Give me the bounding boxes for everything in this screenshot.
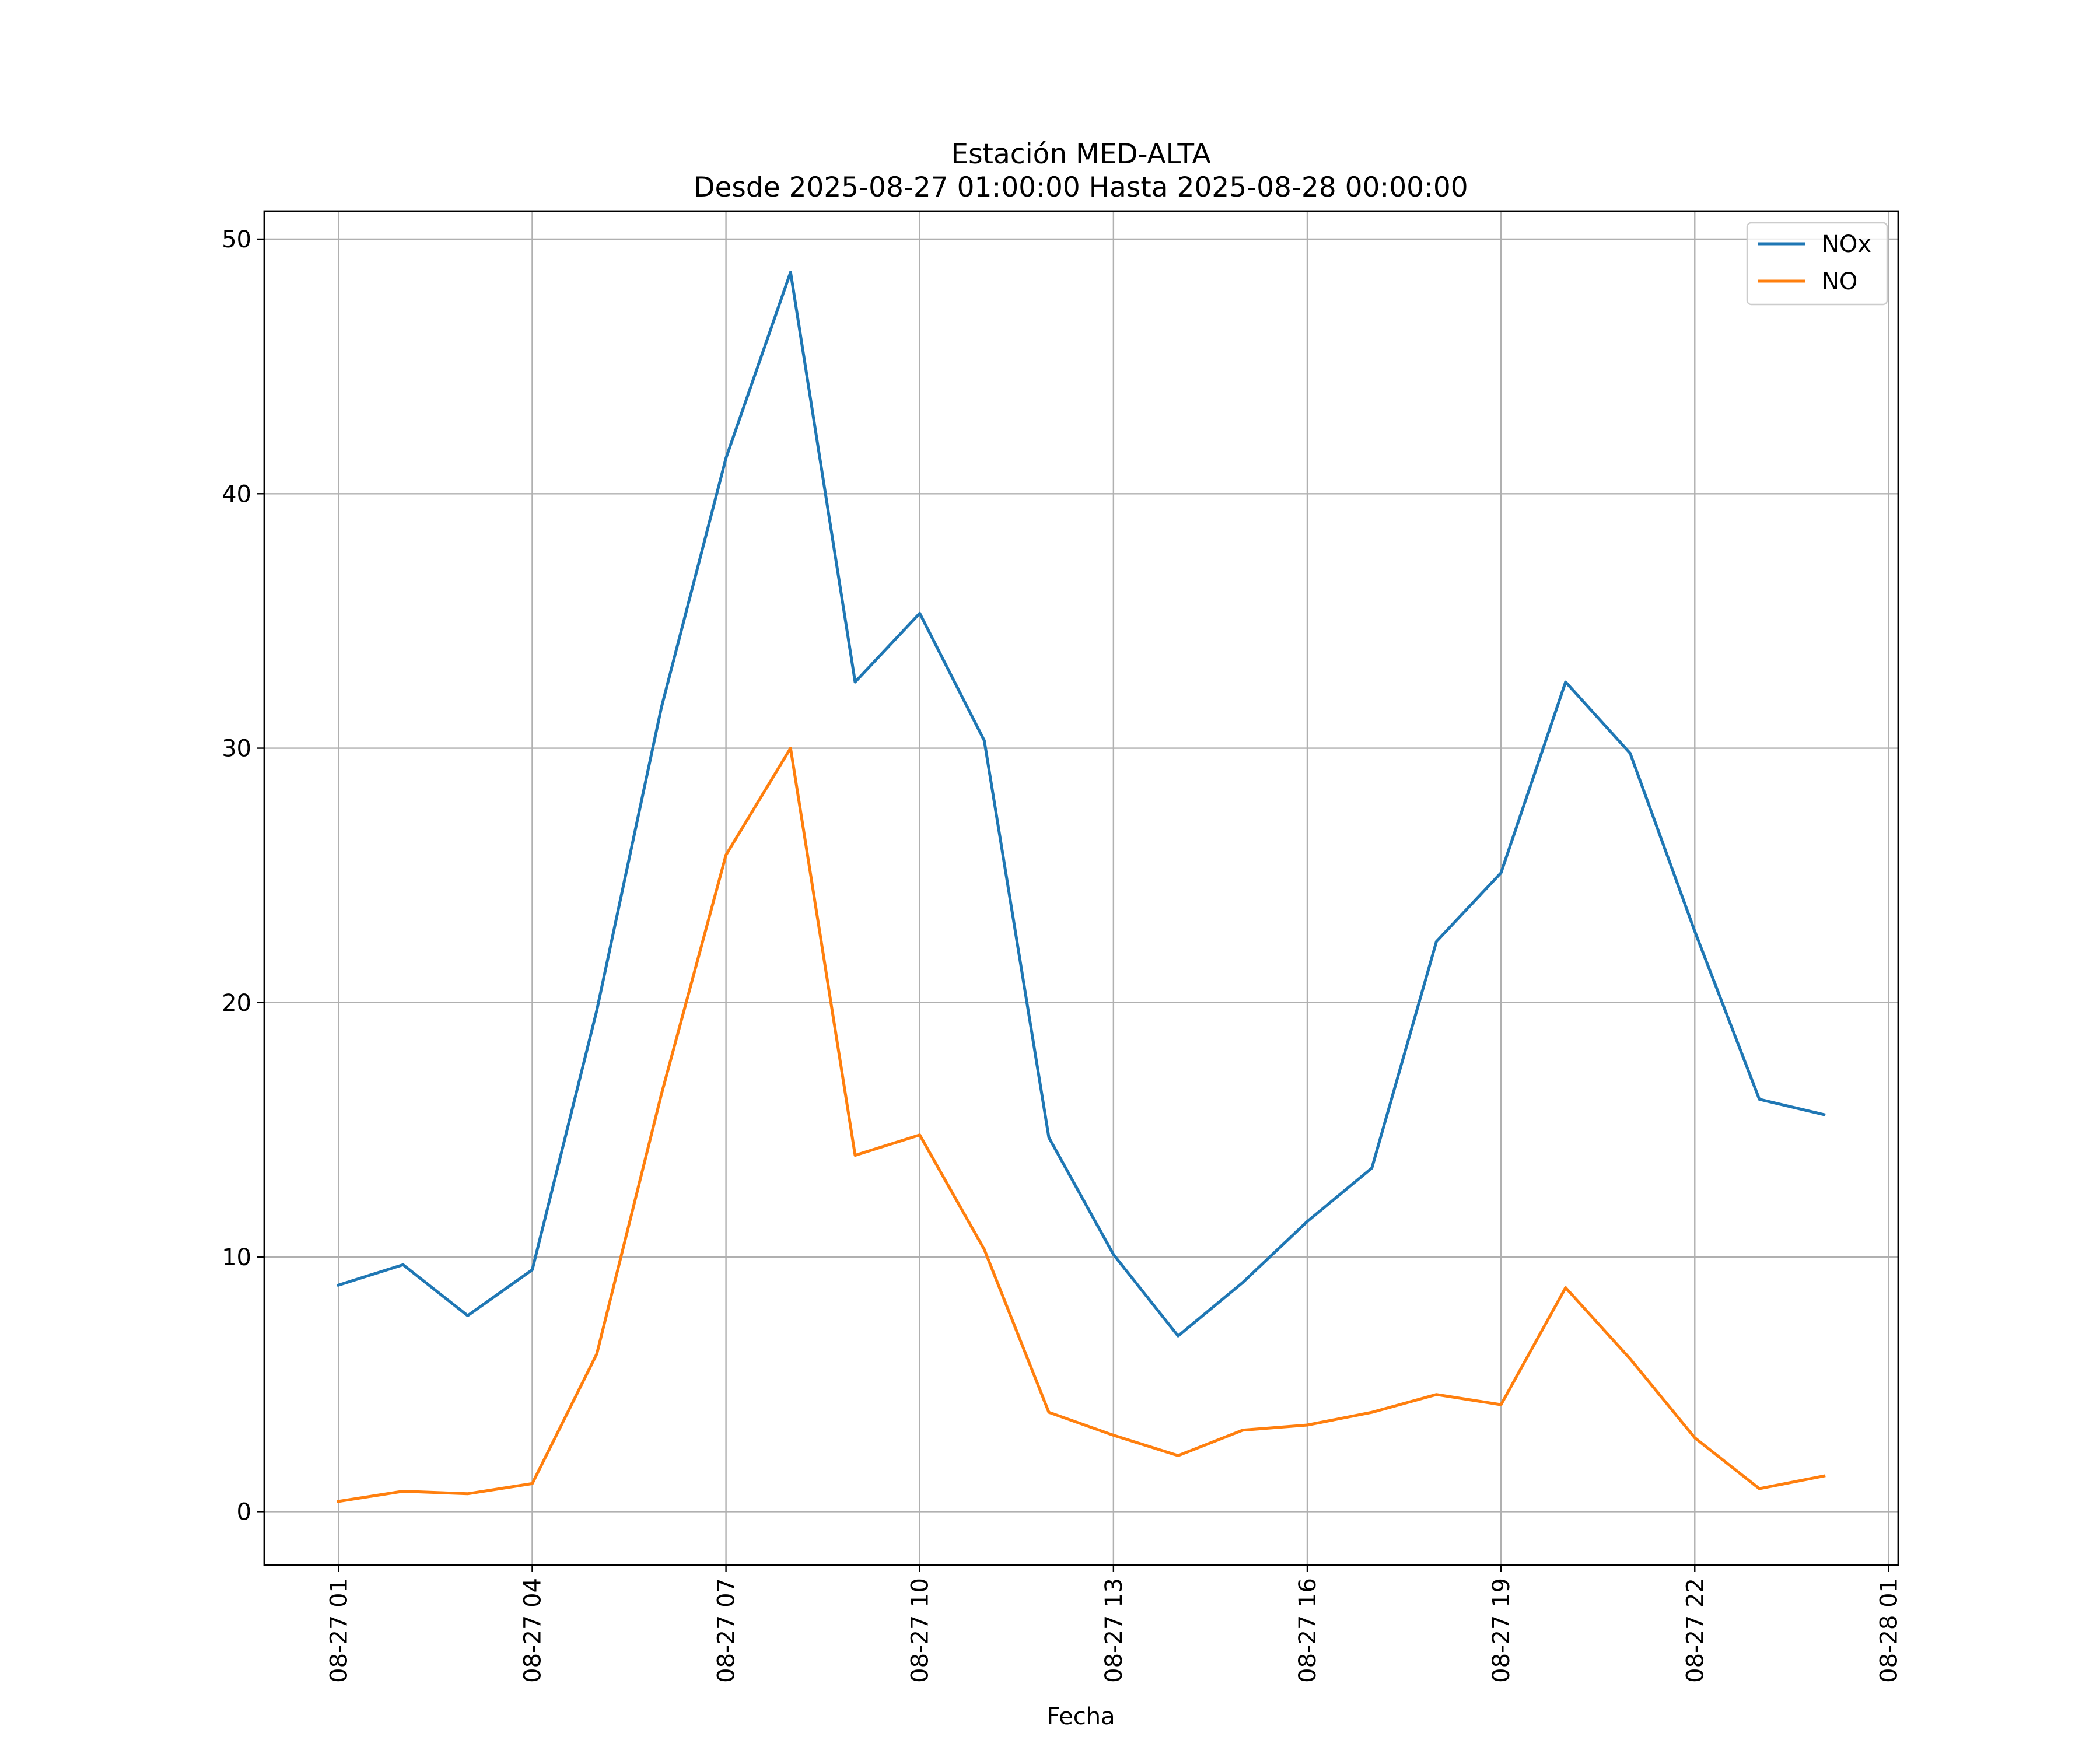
legend-label-nox: NOx <box>1822 231 1871 258</box>
x-tick-label: 08-28 01 <box>1875 1578 1902 1683</box>
plot-area <box>337 271 1826 1503</box>
legend-label-no: NO <box>1822 268 1857 295</box>
x-tick-label: 08-27 19 <box>1488 1578 1515 1683</box>
x-tick-label: 08-27 04 <box>519 1578 546 1683</box>
y-tick-label: 40 <box>222 481 251 508</box>
y-tick-label: 0 <box>237 1499 251 1525</box>
y-tick-label: 30 <box>222 736 251 762</box>
chart-subtitle: Desde 2025-08-27 01:00:00 Hasta 2025-08-… <box>694 172 1468 204</box>
x-tick-label: 08-27 10 <box>907 1578 934 1683</box>
y-tick-label: 20 <box>222 990 251 1017</box>
y-tick-label: 50 <box>222 226 251 253</box>
x-tick-label: 08-27 22 <box>1682 1578 1709 1683</box>
x-axis-label: Fecha <box>1046 1703 1115 1730</box>
y-tick-label: 10 <box>222 1244 251 1271</box>
legend: NOx NO <box>1746 222 1888 306</box>
chart-title: Estación MED-ALTA <box>951 138 1210 170</box>
x-tick-label: 08-27 13 <box>1101 1578 1128 1683</box>
x-tick-label: 08-27 07 <box>713 1578 740 1683</box>
axes: 0 10 20 30 40 50 08-27 01 08-27 04 08-27 07 08-27… <box>222 210 1902 1683</box>
series-line-no <box>337 747 1826 1503</box>
grid <box>264 211 1898 1565</box>
plot-frame <box>263 210 1899 1566</box>
x-tick-label: 08-27 01 <box>326 1578 352 1683</box>
x-tick-label: 08-27 16 <box>1294 1578 1321 1683</box>
series-line-nox <box>337 271 1826 1338</box>
